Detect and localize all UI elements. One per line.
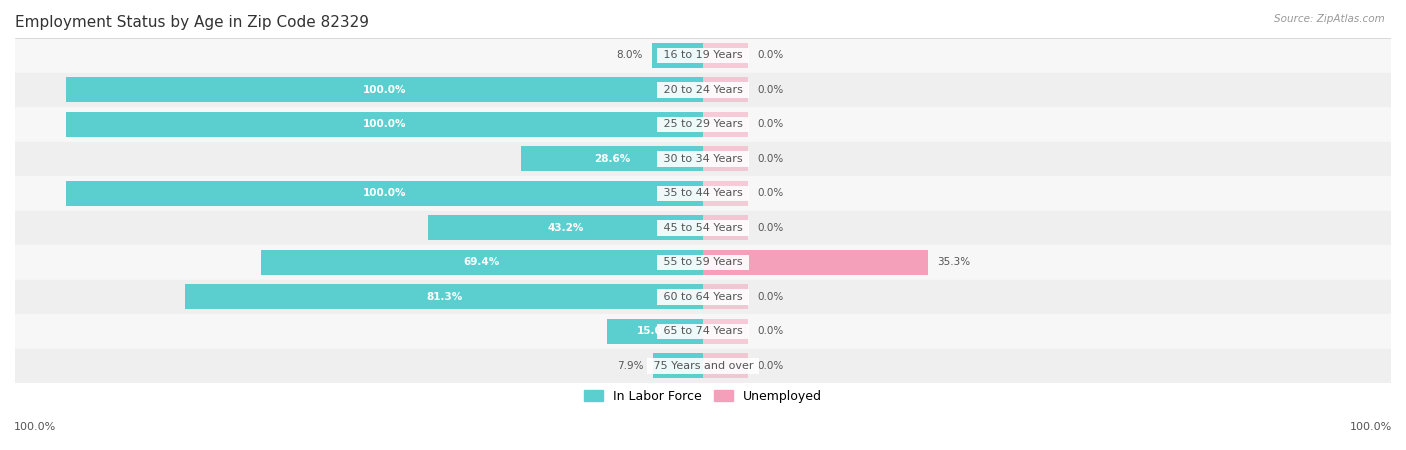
Text: 16 to 19 Years: 16 to 19 Years xyxy=(659,50,747,60)
Bar xyxy=(15,279,1391,314)
Bar xyxy=(66,77,703,102)
Bar xyxy=(15,314,1391,349)
Bar xyxy=(607,319,703,344)
Text: 69.4%: 69.4% xyxy=(464,257,501,267)
Text: 35 to 44 Years: 35 to 44 Years xyxy=(659,189,747,198)
Text: 7.9%: 7.9% xyxy=(617,361,643,371)
Text: 0.0%: 0.0% xyxy=(758,292,783,302)
Bar xyxy=(703,353,748,378)
Text: 0.0%: 0.0% xyxy=(758,50,783,60)
Bar xyxy=(703,181,748,206)
Text: 100.0%: 100.0% xyxy=(363,189,406,198)
Bar xyxy=(520,146,703,171)
Bar xyxy=(703,146,748,171)
Bar xyxy=(66,181,703,206)
Text: 45 to 54 Years: 45 to 54 Years xyxy=(659,223,747,233)
Text: 43.2%: 43.2% xyxy=(547,223,583,233)
Text: 35.3%: 35.3% xyxy=(938,257,970,267)
Bar xyxy=(703,43,748,68)
Text: 28.6%: 28.6% xyxy=(593,154,630,164)
Bar xyxy=(15,176,1391,211)
Legend: In Labor Force, Unemployed: In Labor Force, Unemployed xyxy=(579,385,827,408)
Text: 55 to 59 Years: 55 to 59 Years xyxy=(659,257,747,267)
Text: 0.0%: 0.0% xyxy=(758,361,783,371)
Bar xyxy=(427,216,703,240)
Bar xyxy=(703,284,748,309)
Bar xyxy=(703,112,748,137)
Bar xyxy=(15,142,1391,176)
Text: 81.3%: 81.3% xyxy=(426,292,463,302)
Text: Employment Status by Age in Zip Code 82329: Employment Status by Age in Zip Code 823… xyxy=(15,15,368,30)
Text: 0.0%: 0.0% xyxy=(758,119,783,129)
Text: 100.0%: 100.0% xyxy=(1350,422,1392,432)
Text: 100.0%: 100.0% xyxy=(14,422,56,432)
Bar xyxy=(15,349,1391,383)
Text: Source: ZipAtlas.com: Source: ZipAtlas.com xyxy=(1274,14,1385,23)
Bar xyxy=(186,284,703,309)
Bar xyxy=(652,43,703,68)
Text: 20 to 24 Years: 20 to 24 Years xyxy=(659,85,747,95)
Text: 0.0%: 0.0% xyxy=(758,223,783,233)
Text: 0.0%: 0.0% xyxy=(758,326,783,336)
Bar xyxy=(703,216,748,240)
Text: 0.0%: 0.0% xyxy=(758,85,783,95)
Bar xyxy=(15,211,1391,245)
Text: 75 Years and over: 75 Years and over xyxy=(650,361,756,371)
Bar xyxy=(15,107,1391,142)
Text: 30 to 34 Years: 30 to 34 Years xyxy=(659,154,747,164)
Bar xyxy=(703,319,748,344)
Text: 25 to 29 Years: 25 to 29 Years xyxy=(659,119,747,129)
Bar xyxy=(66,112,703,137)
Text: 0.0%: 0.0% xyxy=(758,189,783,198)
Bar xyxy=(262,250,703,275)
Text: 65 to 74 Years: 65 to 74 Years xyxy=(659,326,747,336)
Bar xyxy=(703,77,748,102)
Bar xyxy=(15,38,1391,72)
Bar xyxy=(15,72,1391,107)
Text: 15.0%: 15.0% xyxy=(637,326,673,336)
Text: 8.0%: 8.0% xyxy=(616,50,643,60)
Text: 100.0%: 100.0% xyxy=(363,85,406,95)
Bar xyxy=(703,250,928,275)
Text: 100.0%: 100.0% xyxy=(363,119,406,129)
Bar xyxy=(15,245,1391,279)
Bar xyxy=(652,353,703,378)
Text: 0.0%: 0.0% xyxy=(758,154,783,164)
Text: 60 to 64 Years: 60 to 64 Years xyxy=(659,292,747,302)
